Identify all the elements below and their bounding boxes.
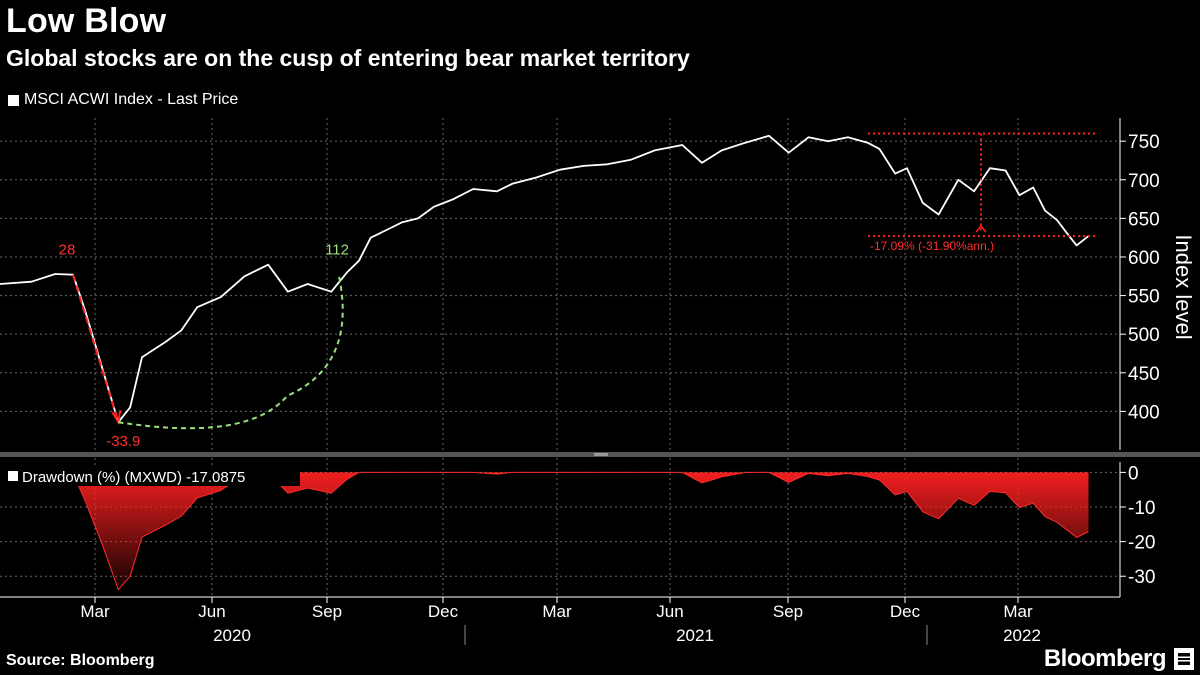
decline-arrow <box>72 274 120 423</box>
y-tick-label: 0 <box>1128 463 1139 484</box>
x-tick-label: Sep <box>773 602 803 621</box>
trough-label: -33.9 <box>106 433 140 450</box>
x-year-label: 2022 <box>1003 626 1041 645</box>
separator-handle <box>594 453 608 456</box>
x-tick-label: Mar <box>80 602 110 621</box>
x-tick-label: Mar <box>1003 602 1033 621</box>
price-panel: 28 -33.9 112 -17.09% (-31.90%ann.) <box>0 132 1095 450</box>
y-tick-label: 650 <box>1128 209 1160 230</box>
x-tick-label: Dec <box>428 602 459 621</box>
x-tick-label: Dec <box>890 602 921 621</box>
lower-legend-swatch <box>8 471 18 481</box>
lower-legend-label: Drawdown (%) (MXWD) -17.0875 <box>22 469 245 486</box>
source-note: Source: Bloomberg <box>6 652 155 669</box>
y-tick-label: -20 <box>1128 533 1155 554</box>
recovery-arc <box>118 276 344 430</box>
y-tick-label: 500 <box>1128 325 1160 346</box>
x-year-label: 2020 <box>213 626 251 645</box>
y-tick-label: 750 <box>1128 132 1160 153</box>
legend: MSCI ACWI Index - Last Price <box>8 91 238 109</box>
y-tick-label: -30 <box>1128 567 1155 588</box>
drawdown-area <box>0 472 1089 590</box>
chart-subtitle: Global stocks are on the cusp of enterin… <box>6 45 690 71</box>
legend-swatch <box>8 94 19 106</box>
lower-legend-bg <box>0 465 300 486</box>
legend-label: MSCI ACWI Index - Last Price <box>24 91 239 108</box>
terminal-icon <box>1174 648 1194 670</box>
x-tick-label: Sep <box>312 602 342 621</box>
y-tick-label: 400 <box>1128 402 1160 423</box>
bloomberg-logo: Bloomberg <box>1043 645 1167 672</box>
x-year-label: 2021 <box>676 626 714 645</box>
drawdown-panel: Drawdown (%) (MXWD) -17.0875 <box>0 465 1089 591</box>
y-tick-label: 450 <box>1128 364 1160 385</box>
y-tick-label: 600 <box>1128 248 1160 269</box>
y-axis-label: Index level <box>1171 234 1196 339</box>
y-tick-label: 550 <box>1128 287 1160 308</box>
recovery-label: 112 <box>325 241 349 258</box>
price-line <box>0 134 1090 424</box>
y-tick-label: 700 <box>1128 171 1160 192</box>
x-tick-label: Mar <box>542 602 572 621</box>
drawdown-annotation: -17.09% (-31.90%ann.) <box>870 239 994 253</box>
bracket-arrow <box>975 224 987 233</box>
x-tick-label: Jun <box>198 602 225 621</box>
x-tick-label: Jun <box>656 602 683 621</box>
axes: 400 450 500 550 600 650 700 750 0 -10 -20 -30 Index … <box>0 118 1200 645</box>
y-tick-label: -10 <box>1128 498 1155 519</box>
peak-label: 28 <box>59 242 76 259</box>
drawdown-edge <box>0 471 1089 591</box>
chart-title: Low Blow <box>6 2 167 40</box>
